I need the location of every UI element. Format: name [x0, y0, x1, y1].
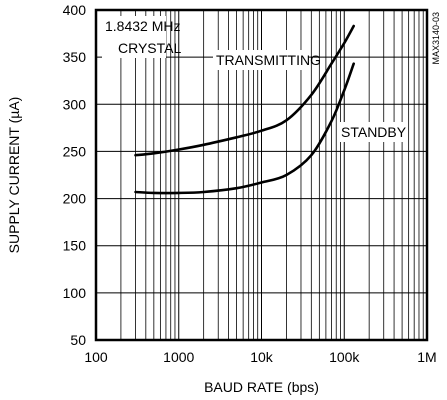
x-tick-label: 100	[84, 349, 108, 365]
transmitting-label-bg	[213, 50, 309, 70]
y-tick-label: 150	[63, 238, 87, 254]
series-label-standby: STANDBY	[341, 124, 407, 140]
y-tick-label: 250	[63, 143, 87, 159]
x-tick-labels: 100 1000 10k 100k 1M	[84, 349, 436, 365]
crystal-label-bg	[102, 16, 166, 58]
x-tick-label: 100k	[329, 349, 360, 365]
part-code: MAX3140-03	[431, 12, 441, 65]
curves	[134, 24, 355, 195]
series-label-transmitting: TRANSMITTING	[216, 52, 321, 68]
y-tick-label: 100	[63, 285, 87, 301]
y-tick-label: 400	[63, 2, 87, 18]
x-tick-label: 1M	[417, 349, 436, 365]
annotation-labels: 1.8432 MHz CRYSTAL TRANSMITTING STANDBY	[102, 16, 408, 142]
annotation-frequency: 1.8432 MHz	[105, 18, 180, 34]
y-tick-label: 50	[70, 332, 86, 348]
x-tick-label: 10k	[250, 349, 274, 365]
y-tick-label: 200	[63, 191, 87, 207]
plot-frame	[94, 8, 429, 342]
series-line-transmitting	[134, 24, 355, 157]
y-axis-label: SUPPLY CURRENT (µA)	[6, 97, 22, 254]
series-line-standby	[134, 62, 355, 195]
y-tick-labels: 50 100 150 200 250 300 350 400	[63, 2, 87, 348]
x-axis-label: BAUD RATE (bps)	[204, 379, 319, 395]
annotation-crystal: CRYSTAL	[118, 40, 181, 56]
standby-label-bg	[338, 122, 408, 142]
y-tick-label: 300	[63, 96, 87, 112]
x-tick-label: 1000	[163, 349, 194, 365]
y-tick-label: 350	[63, 49, 87, 65]
